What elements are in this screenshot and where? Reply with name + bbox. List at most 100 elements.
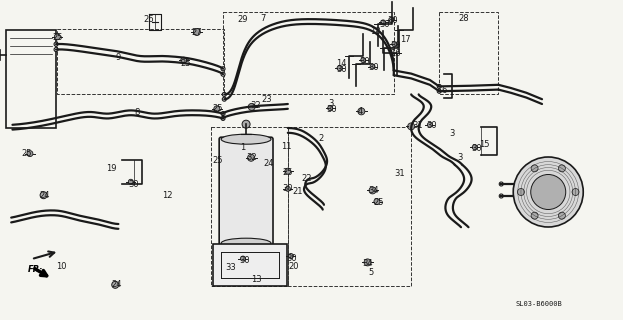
Text: 30: 30	[390, 41, 401, 50]
Text: 21: 21	[293, 187, 303, 196]
Circle shape	[288, 253, 293, 259]
Text: 25: 25	[52, 33, 62, 42]
Circle shape	[427, 122, 432, 127]
Text: 12: 12	[162, 191, 172, 200]
Text: 3: 3	[449, 129, 454, 138]
Circle shape	[54, 48, 58, 52]
Circle shape	[222, 97, 226, 101]
Circle shape	[54, 42, 58, 46]
Circle shape	[128, 179, 133, 184]
Circle shape	[221, 67, 225, 71]
Circle shape	[392, 42, 397, 47]
Text: 32: 32	[246, 153, 257, 162]
Text: 17: 17	[399, 35, 411, 44]
Circle shape	[558, 165, 566, 172]
Text: 25: 25	[181, 59, 191, 68]
Text: 19: 19	[106, 164, 116, 173]
Ellipse shape	[221, 134, 271, 144]
Text: 30: 30	[286, 254, 297, 263]
Text: 30: 30	[359, 57, 370, 66]
Text: 30: 30	[282, 184, 293, 193]
Text: 30: 30	[239, 256, 250, 265]
Text: 4: 4	[358, 107, 363, 116]
Text: 6: 6	[441, 86, 446, 95]
Circle shape	[112, 281, 119, 288]
Text: 32: 32	[250, 101, 261, 110]
Circle shape	[513, 157, 583, 227]
Circle shape	[181, 57, 187, 63]
Text: 24: 24	[112, 280, 122, 289]
Circle shape	[374, 199, 380, 204]
Circle shape	[499, 182, 503, 186]
Text: 3: 3	[457, 153, 462, 162]
Text: 23: 23	[261, 95, 272, 104]
Text: 1: 1	[240, 143, 245, 152]
Circle shape	[370, 64, 375, 69]
Text: 2: 2	[318, 134, 323, 143]
Circle shape	[518, 188, 525, 196]
Ellipse shape	[221, 238, 271, 248]
Text: 27: 27	[191, 28, 202, 36]
Text: FR·: FR·	[27, 265, 43, 274]
FancyBboxPatch shape	[219, 137, 273, 245]
Text: 25: 25	[373, 198, 383, 207]
Text: 5: 5	[368, 268, 373, 277]
Text: 30: 30	[426, 121, 437, 130]
Circle shape	[389, 17, 394, 22]
Circle shape	[193, 28, 201, 36]
Text: 30: 30	[471, 144, 482, 153]
Circle shape	[437, 89, 441, 93]
Text: 25: 25	[213, 156, 223, 164]
Text: 25: 25	[21, 149, 31, 158]
Bar	[213, 244, 287, 286]
Circle shape	[381, 20, 386, 25]
Text: 3: 3	[329, 99, 334, 108]
Text: 26: 26	[143, 15, 154, 24]
Circle shape	[240, 256, 245, 261]
Circle shape	[437, 84, 441, 88]
Circle shape	[221, 116, 225, 120]
Circle shape	[358, 108, 365, 115]
Circle shape	[531, 212, 538, 219]
Circle shape	[472, 145, 477, 150]
Circle shape	[285, 168, 291, 174]
Text: 30: 30	[387, 16, 398, 25]
Circle shape	[54, 34, 60, 40]
Bar	[6, 30, 56, 128]
Text: 7: 7	[260, 14, 265, 23]
Text: 30: 30	[379, 20, 391, 28]
Text: 30: 30	[326, 105, 337, 114]
Text: SL03-B6000B: SL03-B6000B	[515, 301, 563, 307]
Circle shape	[364, 259, 371, 266]
Circle shape	[247, 154, 255, 161]
Circle shape	[572, 188, 579, 196]
Circle shape	[285, 186, 290, 191]
Circle shape	[531, 174, 566, 210]
Circle shape	[214, 106, 220, 112]
Text: 16: 16	[390, 49, 401, 58]
Circle shape	[221, 112, 225, 116]
Text: 30: 30	[128, 180, 140, 188]
Text: 9: 9	[116, 53, 121, 62]
Text: 29: 29	[238, 15, 248, 24]
Text: 14: 14	[336, 59, 346, 68]
Text: 30: 30	[368, 63, 379, 72]
Circle shape	[499, 194, 503, 198]
Text: 15: 15	[480, 140, 490, 149]
Text: 20: 20	[289, 262, 299, 271]
Text: 34: 34	[368, 186, 379, 195]
Circle shape	[531, 165, 538, 172]
Text: 31: 31	[412, 121, 423, 130]
Circle shape	[27, 151, 33, 156]
Text: 30: 30	[336, 65, 347, 74]
Text: 11: 11	[282, 142, 292, 151]
Circle shape	[558, 212, 566, 219]
Text: 10: 10	[56, 262, 66, 271]
Circle shape	[248, 103, 255, 110]
Text: 22: 22	[302, 174, 312, 183]
Circle shape	[221, 72, 225, 76]
Text: 25: 25	[213, 104, 223, 113]
Circle shape	[337, 66, 342, 71]
Text: 25: 25	[283, 168, 293, 177]
Text: 33: 33	[225, 263, 236, 272]
